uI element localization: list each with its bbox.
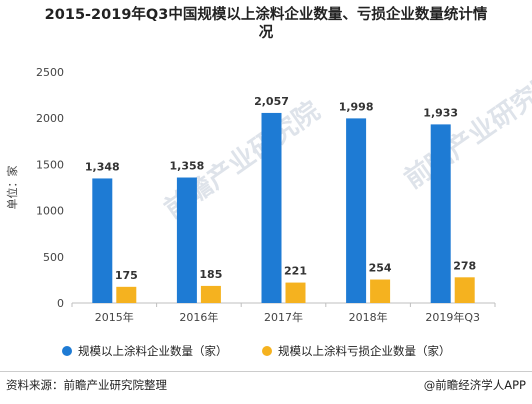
bar-loss-enterprise-count [454, 277, 475, 303]
bar-loss-enterprise-count [285, 282, 306, 303]
y-tick-label: 0 [57, 297, 64, 310]
legend-swatch-blue [62, 346, 72, 356]
bar-enterprise-count [430, 124, 451, 303]
bar-enterprise-count [261, 112, 282, 303]
legend-label: 规模以上涂料企业数量（家） [78, 344, 228, 358]
legend-label: 规模以上涂料亏损企业数量（家） [278, 344, 451, 358]
bar-enterprise-count [176, 177, 197, 303]
publisher-credit: @前瞻经济学人APP [423, 378, 526, 392]
y-tick-label: 2500 [36, 66, 64, 79]
chart-title-line-2: 况 [258, 25, 274, 41]
data-label: 254 [369, 262, 392, 275]
bar-loss-enterprise-count [370, 279, 391, 303]
bar-loss-enterprise-count [200, 285, 221, 303]
labels-layer: 1,348 175 1,358 185 2,057 221 1,998 254 1,933 278 [85, 95, 476, 282]
data-label: 185 [199, 268, 222, 281]
legend-item-loss-enterprises: 规模以上涂料亏损企业数量（家） [262, 343, 451, 359]
data-label: 221 [284, 265, 307, 278]
data-label: 1,358 [170, 160, 205, 173]
legend-item-enterprises: 规模以上涂料企业数量（家） [62, 343, 228, 359]
x-tick-label: 2017年 [264, 310, 303, 324]
data-label: 2,057 [254, 95, 289, 108]
bar-loss-enterprise-count [116, 286, 137, 303]
data-label: 1,933 [423, 106, 458, 119]
x-tick-label: 2016年 [179, 310, 218, 324]
y-axis-title: 单位：家 [5, 166, 19, 210]
data-label: 175 [115, 269, 138, 282]
bar-enterprise-count [92, 178, 113, 303]
y-tick-label: 1000 [36, 205, 64, 218]
chart-legend: 规模以上涂料企业数量（家） 规模以上涂料亏损企业数量（家） [0, 343, 532, 361]
data-label: 1,998 [339, 100, 374, 113]
chart-title: 2015-2019年Q3中国规模以上涂料企业数量、亏损企业数量统计情 况 [0, 6, 532, 42]
footer-divider [0, 371, 532, 372]
x-tick-label: 2018年 [349, 310, 388, 324]
axis-layer: 0 500 1000 1500 2000 2500 单位：家 2015年 2016年 2017年 2… [5, 66, 496, 324]
chart-title-line-1: 2015-2019年Q3中国规模以上涂料企业数量、亏损企业数量统计情 [44, 7, 488, 23]
bar-chart: 0 500 1000 1500 2000 2500 单位：家 2015年 2016年 2017年 2… [5, 66, 496, 324]
y-tick-label: 2000 [36, 112, 64, 125]
bars-layer [92, 112, 475, 303]
legend-swatch-orange [262, 346, 272, 356]
x-tick-label: 2015年 [95, 310, 134, 324]
bar-enterprise-count [346, 118, 367, 303]
x-tick-label: 2019年Q3 [425, 310, 480, 324]
source-note: 资料来源：前瞻产业研究院整理 [6, 378, 167, 392]
data-label: 1,348 [85, 160, 120, 173]
data-label: 278 [453, 259, 476, 272]
y-tick-label: 500 [43, 251, 64, 264]
y-tick-label: 1500 [36, 158, 64, 171]
